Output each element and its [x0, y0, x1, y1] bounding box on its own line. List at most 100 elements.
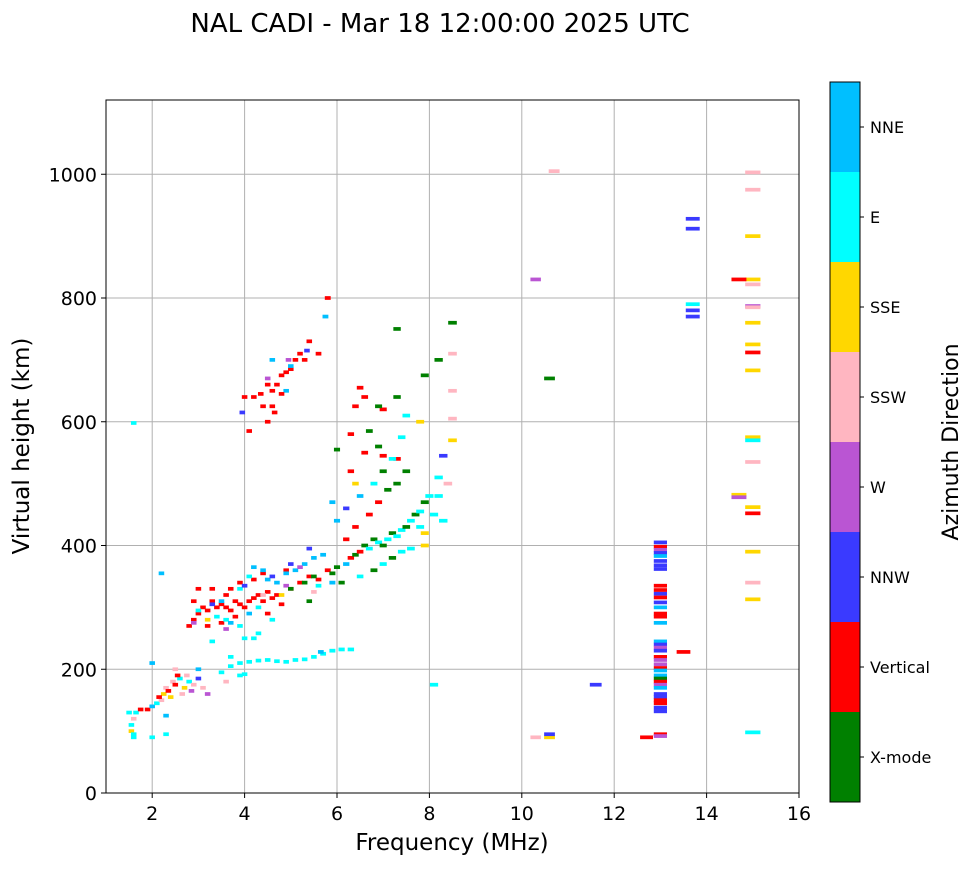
point-vertical [347, 556, 355, 560]
point-vertical [653, 698, 668, 703]
point-vertical [653, 614, 668, 619]
point-nnw [589, 682, 602, 687]
point-vertical [278, 392, 285, 396]
point-x-mode [393, 481, 401, 486]
point-e [315, 583, 322, 588]
point-e [255, 631, 262, 636]
point-vertical [653, 679, 668, 684]
point-nnw [269, 574, 276, 579]
x-tick-label: 6 [331, 803, 343, 825]
x-tick-label: 4 [239, 803, 251, 825]
point-ssw [443, 481, 453, 486]
point-ssw [448, 416, 457, 421]
point-e [264, 658, 271, 662]
point-e [397, 549, 406, 554]
point-ssw [745, 460, 761, 464]
point-vertical [361, 450, 369, 455]
point-vertical [260, 599, 266, 604]
point-e [439, 518, 448, 523]
point-x-mode [338, 580, 345, 585]
point-vertical [264, 611, 271, 616]
point-vertical [315, 577, 322, 582]
point-vertical [356, 385, 364, 390]
point-vertical [200, 605, 206, 610]
colorbar-label: Vertical [870, 658, 930, 677]
point-x-mode [306, 599, 313, 604]
point-nne [195, 667, 202, 672]
point-vertical [352, 404, 359, 409]
point-e [149, 735, 155, 740]
point-w [285, 358, 292, 362]
point-nne [269, 358, 276, 362]
point-x-mode [388, 531, 397, 535]
point-e [375, 540, 383, 545]
point-x-mode [544, 376, 555, 381]
point-vertical [653, 595, 668, 600]
point-w [653, 645, 668, 650]
point-sse [745, 549, 761, 554]
point-nne [274, 580, 280, 585]
point-e [163, 732, 169, 737]
x-tick-label: 12 [602, 803, 626, 825]
point-ssw [448, 351, 457, 356]
point-vertical [292, 358, 299, 362]
point-nne [653, 639, 668, 644]
point-sse [352, 481, 359, 486]
point-vertical [375, 500, 383, 505]
point-w [653, 658, 668, 662]
point-nnw [544, 732, 555, 737]
point-x-mode [375, 444, 383, 449]
point-ssw [191, 682, 197, 687]
point-e [237, 586, 243, 591]
point-nnw [304, 348, 310, 353]
point-e [379, 562, 387, 566]
point-sse [745, 597, 761, 602]
point-ssw [745, 580, 761, 585]
point-nne [283, 571, 289, 576]
point-vertical [251, 596, 257, 600]
point-vertical [653, 583, 668, 588]
point-e [237, 661, 243, 665]
point-nnw [653, 642, 668, 647]
point-e [246, 574, 252, 579]
colorbar-label: W [870, 478, 886, 497]
point-w [223, 627, 229, 631]
point-vertical [745, 350, 761, 355]
point-nne [322, 314, 329, 319]
point-x-mode [370, 537, 378, 542]
point-e [241, 636, 248, 641]
point-x-mode [653, 676, 668, 681]
point-vertical [288, 367, 294, 372]
point-nnw [653, 648, 668, 653]
point-e [246, 659, 252, 664]
point-ssw [163, 685, 169, 690]
point-nne [317, 650, 324, 654]
data-points [126, 169, 761, 740]
point-vertical [269, 388, 276, 393]
y-tick-label: 600 [61, 412, 97, 434]
colorbar-segment-x-mode [830, 712, 860, 802]
point-vertical [269, 404, 276, 409]
point-e [429, 512, 439, 517]
point-nnw [239, 410, 246, 415]
point-e [154, 701, 160, 706]
point-vertical [324, 568, 331, 573]
colorbar-segment-nnw [830, 532, 860, 622]
point-w [653, 547, 668, 552]
point-vertical [227, 586, 234, 591]
point-vertical [278, 602, 285, 607]
point-w [731, 495, 747, 500]
point-e [195, 608, 202, 613]
point-e [311, 655, 317, 659]
colorbar-title: Azimuth Direction [939, 343, 964, 540]
point-e [402, 413, 411, 418]
point-vertical [297, 351, 303, 356]
point-x-mode [402, 525, 411, 529]
point-e [397, 528, 406, 532]
point-vertical [251, 577, 257, 582]
point-ssw [179, 692, 186, 696]
point-e [227, 655, 234, 659]
point-ssw [130, 716, 137, 721]
point-x-mode [402, 469, 411, 474]
